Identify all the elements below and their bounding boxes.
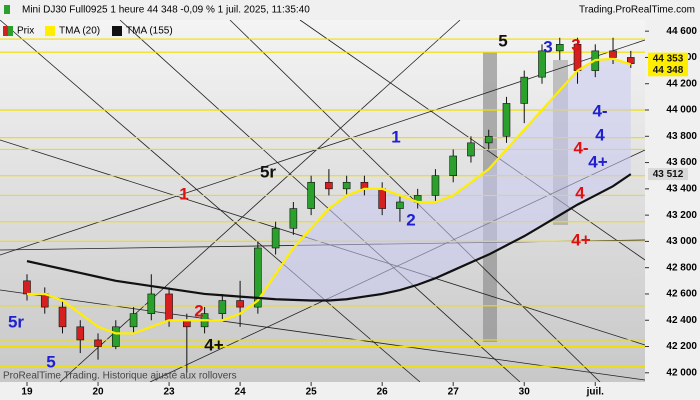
last-value-badge: [648, 168, 688, 181]
legend-swatch: [8, 26, 13, 36]
y-tick-label: 43 800: [666, 131, 697, 142]
candle-body: [76, 326, 85, 341]
candle-body: [218, 300, 227, 314]
legend-label: TMA (155): [126, 26, 173, 37]
x-tick-label: 25: [306, 387, 318, 398]
candle-body: [555, 44, 564, 52]
wave-label: 1: [179, 184, 188, 203]
candle-body: [396, 201, 404, 209]
x-tick-label: 26: [377, 387, 389, 398]
price-axis: [645, 20, 700, 382]
last-value-label: 44 348: [653, 65, 684, 76]
wave-label: 4: [595, 125, 605, 144]
legend-label: TMA (20): [59, 26, 100, 37]
time-axis: [0, 382, 700, 400]
legend-label: Prix: [17, 26, 34, 37]
candle-body: [520, 76, 529, 104]
candle-body: [378, 188, 386, 209]
last-value-label: 44 353: [653, 53, 684, 64]
wave-label: 4+: [588, 152, 607, 171]
wave-label: 4: [575, 183, 585, 202]
y-tick-label: 43 000: [666, 236, 697, 247]
wave-label: 3: [543, 37, 552, 56]
ma-line: [26, 57, 632, 335]
trend-line: [299, 19, 646, 261]
trend-area: [240, 58, 631, 314]
x-tick-label: 30: [519, 387, 531, 398]
legend-swatch: [3, 26, 8, 36]
x-tick-label: 24: [235, 387, 247, 398]
wave-label: 2: [194, 301, 203, 320]
y-tick-label: 42 200: [666, 341, 697, 352]
candle-body: [254, 247, 262, 308]
wave-label: 2: [406, 210, 415, 229]
candle-body: [307, 181, 315, 209]
wave-label: 3: [571, 35, 580, 54]
x-tick-label: 20: [92, 387, 104, 398]
y-tick-label: 44 200: [666, 78, 697, 89]
candle-body: [165, 293, 173, 321]
candle-body: [94, 339, 102, 347]
legend-swatch: [112, 26, 122, 36]
x-tick-label: 19: [21, 387, 33, 398]
y-tick-label: 43 600: [666, 157, 697, 168]
last-value-label: 43 512: [653, 169, 684, 180]
trend-line: [0, 39, 646, 256]
candle-body: [431, 175, 440, 196]
candle-body: [342, 181, 351, 190]
ma-line: [26, 173, 632, 302]
y-tick-label: 42 600: [666, 289, 697, 300]
source: Trading.ProRealTime.com: [579, 5, 695, 16]
series-layer: [0, 37, 645, 373]
candle-body: [484, 135, 493, 144]
wave-label: 4-: [573, 138, 588, 157]
candle-body: [271, 227, 280, 249]
y-tick-label: 43 400: [666, 183, 697, 194]
x-tick-label: 27: [448, 387, 460, 398]
last-value-badge: [648, 52, 688, 65]
app-icon: [4, 5, 10, 14]
x-tick-label: 23: [164, 387, 176, 398]
wave-label: 5: [46, 352, 55, 371]
candle-body: [236, 300, 244, 308]
y-tick-label: 43 200: [666, 210, 697, 221]
wave-label: 4+: [204, 335, 223, 354]
trend-line: [0, 289, 646, 381]
candle-body: [111, 326, 120, 347]
header: [0, 0, 700, 20]
candle-body: [609, 50, 617, 58]
wave-label: 5: [498, 31, 507, 50]
candle-body: [129, 313, 138, 328]
candle-body: [289, 208, 298, 229]
trend-line: [119, 19, 521, 383]
legend-swatch: [45, 26, 55, 36]
footer: ProRealTime Trading. Historique ajusté a…: [3, 371, 237, 382]
y-tick-label: 42 400: [666, 315, 697, 326]
candle-body: [449, 155, 458, 177]
candle-body: [538, 50, 546, 78]
chart-title: Mini DJ30 Full0925 1 heure 44 348 -0,09 …: [22, 5, 310, 16]
wave-label: 5r: [8, 312, 24, 331]
x-tick-label: juil.: [586, 387, 604, 398]
wave-label: 5r: [260, 162, 276, 181]
candle-body: [502, 103, 511, 137]
y-tick-label: 44 600: [666, 26, 697, 37]
candle-body: [467, 142, 475, 157]
wave-label: 4-: [592, 101, 607, 120]
last-value-badge: [648, 64, 688, 77]
wave-label: 4+: [571, 230, 590, 249]
y-tick-label: 44 000: [666, 105, 697, 116]
candle-body: [58, 306, 67, 328]
y-tick-label: 42 800: [666, 262, 697, 273]
candle-body: [147, 293, 156, 314]
y-tick-label: 42 000: [666, 367, 697, 378]
candle-body: [325, 181, 333, 190]
wave-label: 1: [391, 127, 400, 146]
candle-body: [23, 280, 31, 295]
trend-line: [59, 19, 461, 383]
trend-line: [0, 19, 421, 383]
